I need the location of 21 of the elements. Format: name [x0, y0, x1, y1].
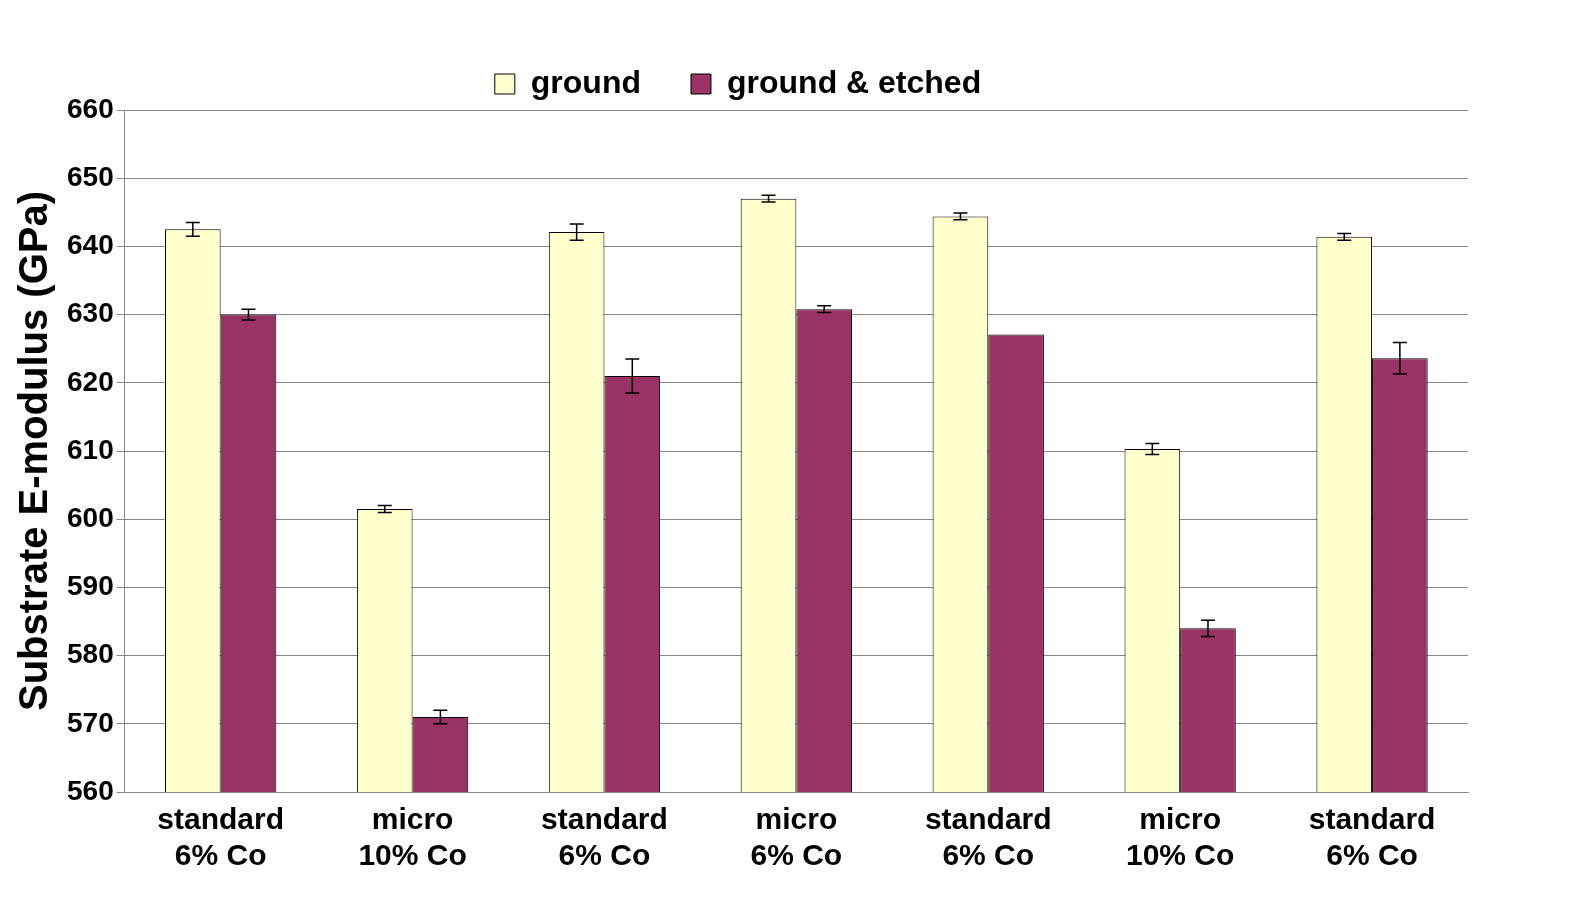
y-tick-label: 600 — [67, 501, 114, 533]
x-tick-label: standard 6% Co — [1308, 802, 1436, 872]
y-tick-label: 650 — [67, 160, 114, 192]
legend-label: ground — [530, 63, 641, 100]
y-tick-label: 580 — [67, 638, 114, 670]
legend-label: ground & etched — [726, 63, 982, 100]
x-tick-label: micro 10% Co — [358, 802, 467, 872]
y-tick-label: 570 — [67, 706, 114, 738]
y-tick-label: 610 — [67, 433, 114, 465]
y-tick-label: 590 — [67, 570, 114, 602]
y-tick-label: 640 — [67, 229, 114, 261]
y-tick-label: 660 — [67, 92, 114, 124]
x-tick-label: micro 6% Co — [750, 802, 843, 872]
x-tick-label: standard 6% Co — [924, 802, 1052, 872]
y-tick-label: 620 — [67, 365, 114, 397]
x-tick-label: standard 6% Co — [157, 802, 285, 872]
x-tick-label: standard 6% Co — [541, 802, 668, 872]
y-tick-label: 630 — [67, 297, 114, 329]
y-tick-label: 560 — [67, 774, 114, 806]
x-tick-label: micro 10% Co — [1125, 802, 1235, 872]
y-axis-title: Substrate E-modulus (GPa) — [11, 190, 56, 712]
